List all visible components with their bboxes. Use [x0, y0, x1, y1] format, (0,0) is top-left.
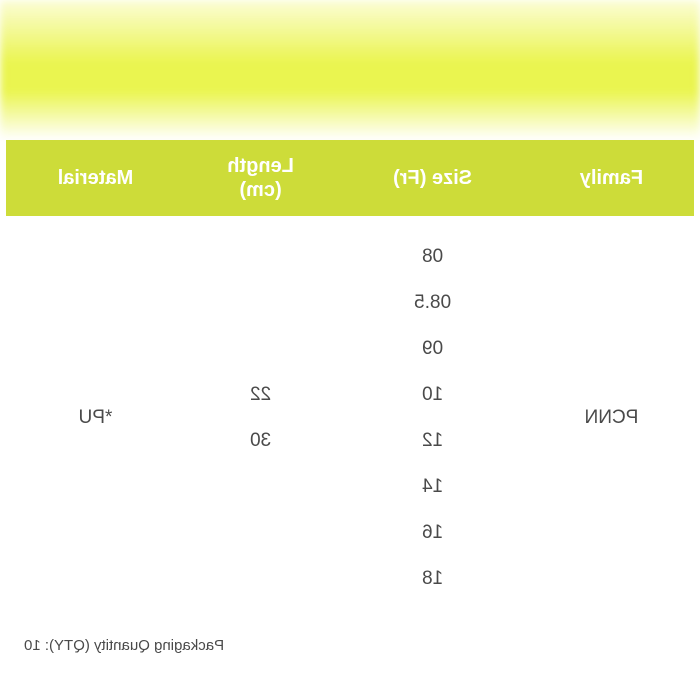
size-value: 16: [422, 522, 443, 544]
col-header-label: Length: [227, 155, 294, 177]
size-value: 09: [422, 338, 443, 360]
col-header-label: Size (Fr): [393, 167, 472, 189]
size-value: 18: [422, 568, 443, 590]
col-header-label: Material: [58, 167, 134, 189]
cell-value: PCNN: [585, 407, 639, 428]
cell-length: 22 30: [185, 216, 336, 620]
page-root: Family Size (Fr) Length (cm) Material: [0, 0, 700, 700]
cell-value: *PU: [79, 407, 113, 428]
spec-table-container: Family Size (Fr) Length (cm) Material: [6, 140, 694, 620]
col-header-length: Length (cm): [185, 140, 336, 216]
col-header-label: Family: [580, 167, 643, 189]
cell-family: PCNN: [529, 216, 694, 620]
footer-note: Packaging Quantity (QTY): 10: [24, 637, 224, 654]
size-value: 10: [422, 384, 443, 406]
cell-size: 08 08.5 09 10 12 14 16 18: [336, 216, 529, 620]
spec-table: Family Size (Fr) Length (cm) Material: [6, 140, 694, 620]
size-value: 12: [422, 430, 443, 452]
col-header-size: Size (Fr): [336, 140, 529, 216]
table-header-row: Family Size (Fr) Length (cm) Material: [6, 140, 694, 216]
size-value: 14: [422, 476, 443, 498]
top-glow-band: [0, 0, 700, 140]
col-header-family: Family: [529, 140, 694, 216]
size-stack: 08 08.5 09 10 12 14 16 18: [346, 246, 519, 590]
cell-material: *PU: [6, 216, 185, 620]
length-value: 30: [250, 430, 271, 452]
table-row: PCNN 08 08.5 09 10 12 14 16 18: [6, 216, 694, 620]
col-header-sublabel: (cm): [239, 179, 281, 201]
size-value: 08: [422, 246, 443, 268]
footer-text: Packaging Quantity (QTY): 10: [24, 637, 224, 654]
col-header-material: Material: [6, 140, 185, 216]
length-value: 22: [250, 384, 271, 406]
size-value: 08.5: [414, 292, 451, 314]
length-stack: 22 30: [195, 384, 326, 452]
